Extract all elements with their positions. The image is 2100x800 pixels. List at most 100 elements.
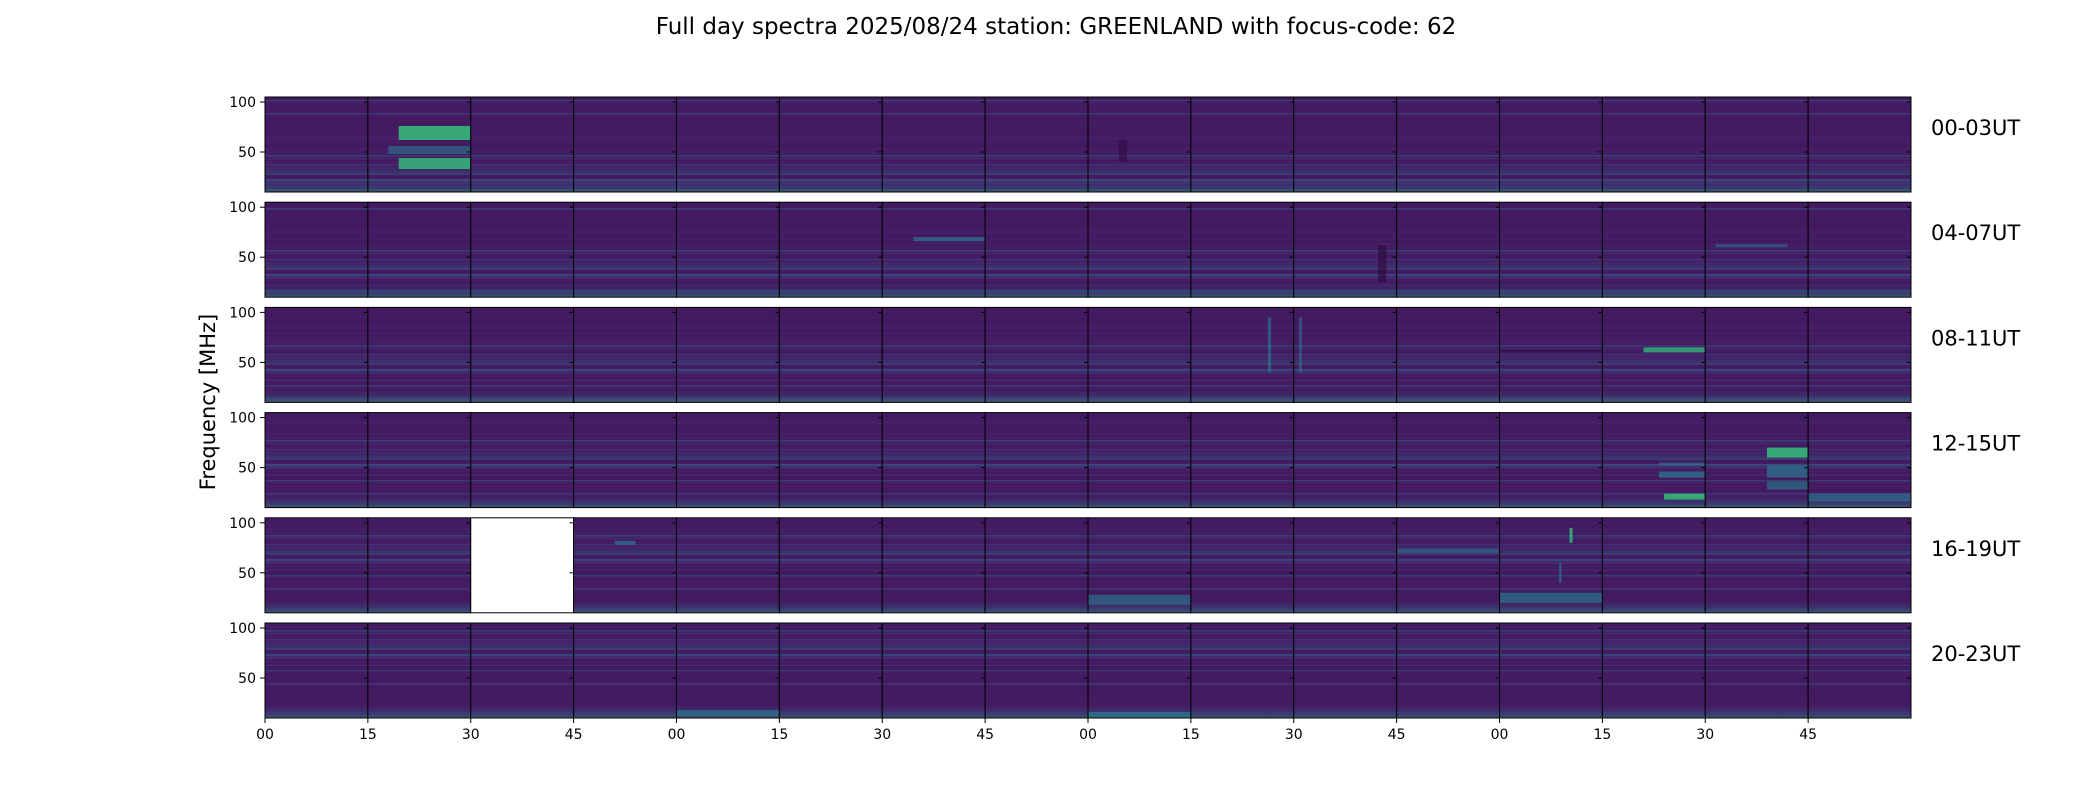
low-freq-noise — [470, 706, 574, 718]
low-freq-noise — [1705, 706, 1809, 718]
spectrum-panel — [881, 412, 986, 509]
low-freq-noise — [882, 285, 986, 298]
spectrum-panel — [470, 412, 575, 509]
row-time-label: 12-15UT — [1931, 432, 2020, 456]
spectrum-panel — [573, 622, 677, 719]
low-freq-noise — [1190, 390, 1294, 403]
panel-background — [1808, 517, 1911, 613]
x-tick-label: 00 — [1079, 727, 1097, 743]
panel-background — [1602, 412, 1706, 508]
low-freq-noise — [985, 706, 1088, 718]
panel-frame — [1807, 306, 1912, 403]
low-freq-noise — [1705, 600, 1809, 613]
panel-background — [367, 412, 471, 508]
panel-background — [1808, 307, 1911, 403]
spectrum-panel — [984, 517, 1089, 614]
low-freq-noise — [1396, 390, 1500, 403]
low-freq-noise — [985, 285, 1088, 298]
chart-title: Full day spectra 2025/08/24 station: GRE… — [656, 14, 1457, 40]
spectrum-panel — [881, 306, 986, 403]
spectrum-panel — [367, 622, 472, 719]
spectrum-panel — [984, 412, 1089, 509]
low-freq-noise — [985, 600, 1088, 613]
spectrum-panel — [676, 517, 780, 614]
low-freq-noise — [470, 180, 574, 192]
spectra-row-00-03: 50 100 00-03UT — [229, 95, 2020, 193]
panel-background — [676, 412, 780, 508]
panel-background — [1293, 517, 1397, 613]
panel-background — [1293, 97, 1397, 192]
spectrum-panel — [1293, 412, 1398, 509]
panel-frame — [1807, 96, 1912, 193]
x-tick-label: 15 — [770, 727, 788, 743]
spectrum-panel — [1087, 96, 1192, 193]
panel-background — [779, 307, 883, 403]
spectrum-panel — [1601, 96, 1706, 193]
low-freq-noise — [265, 285, 368, 298]
low-freq-noise — [265, 706, 368, 718]
spectral-feature — [1088, 712, 1191, 718]
low-freq-noise — [1396, 180, 1500, 192]
spectral-feature — [388, 146, 471, 154]
panel-frame — [1807, 622, 1912, 719]
spectrum-panel — [470, 517, 575, 614]
low-freq-noise — [1499, 706, 1603, 718]
spectrum-panel — [1499, 96, 1603, 193]
spectrum-panel — [778, 96, 883, 193]
low-freq-noise — [1499, 285, 1603, 298]
panel-frame — [1807, 412, 1912, 509]
spectral-feature — [676, 710, 780, 716]
low-freq-noise — [676, 285, 780, 298]
spectrum-panel — [778, 517, 883, 614]
low-freq-noise — [1293, 706, 1397, 718]
panel-background — [882, 623, 986, 718]
panel-background — [573, 623, 677, 718]
spectrum-panel — [470, 96, 575, 193]
spectrum-panel — [1190, 306, 1295, 403]
panel-background — [1602, 202, 1706, 298]
spectrum-panel — [573, 96, 677, 193]
panel-background — [573, 517, 677, 613]
spectral-feature — [1659, 471, 1706, 478]
low-freq-noise — [1293, 495, 1397, 508]
spectrum-panel — [1190, 201, 1295, 298]
x-tick-label: 00 — [256, 727, 274, 743]
panel-background — [985, 517, 1088, 613]
spectrum-panel — [367, 201, 472, 298]
y-tick-label: 100 — [229, 516, 256, 532]
spectral-feature — [398, 158, 471, 169]
panel-background — [779, 517, 883, 613]
spectral-feature — [1088, 594, 1191, 605]
low-freq-noise — [367, 285, 471, 298]
spectrum-panel — [1293, 96, 1398, 193]
spectral-feature — [1268, 317, 1272, 373]
panel-background — [779, 202, 883, 298]
low-freq-noise — [985, 390, 1088, 403]
spectrum-panel — [1499, 622, 1603, 719]
spectral-feature — [1396, 548, 1500, 553]
spectral-feature — [1643, 347, 1706, 353]
spectrum-panel — [1601, 412, 1706, 509]
panel-background — [1499, 202, 1603, 298]
spectrum-panel — [1704, 201, 1809, 298]
spectrum-panel — [1190, 96, 1295, 193]
y-tick-label: 50 — [238, 461, 256, 477]
spectral-feature — [1298, 317, 1302, 373]
spectrum-panel — [1704, 622, 1809, 719]
spectrum-panel — [264, 306, 369, 403]
spectrum-panel — [1396, 201, 1500, 298]
panel-background — [779, 623, 883, 718]
panel-background — [1190, 412, 1294, 508]
x-tick-label: 45 — [565, 727, 583, 743]
spectrum-panel — [1190, 517, 1295, 614]
spectral-feature — [1559, 562, 1562, 583]
spectral-feature — [1659, 462, 1706, 466]
panel-background — [1190, 517, 1294, 613]
x-tick-label: 45 — [1799, 727, 1817, 743]
low-freq-noise — [470, 495, 574, 508]
low-freq-noise — [573, 180, 677, 192]
spectrum-panel — [1499, 517, 1603, 614]
spectrum-panel — [1704, 517, 1809, 614]
x-tick-label: 30 — [1696, 727, 1714, 743]
x-tick-label: 45 — [976, 727, 994, 743]
